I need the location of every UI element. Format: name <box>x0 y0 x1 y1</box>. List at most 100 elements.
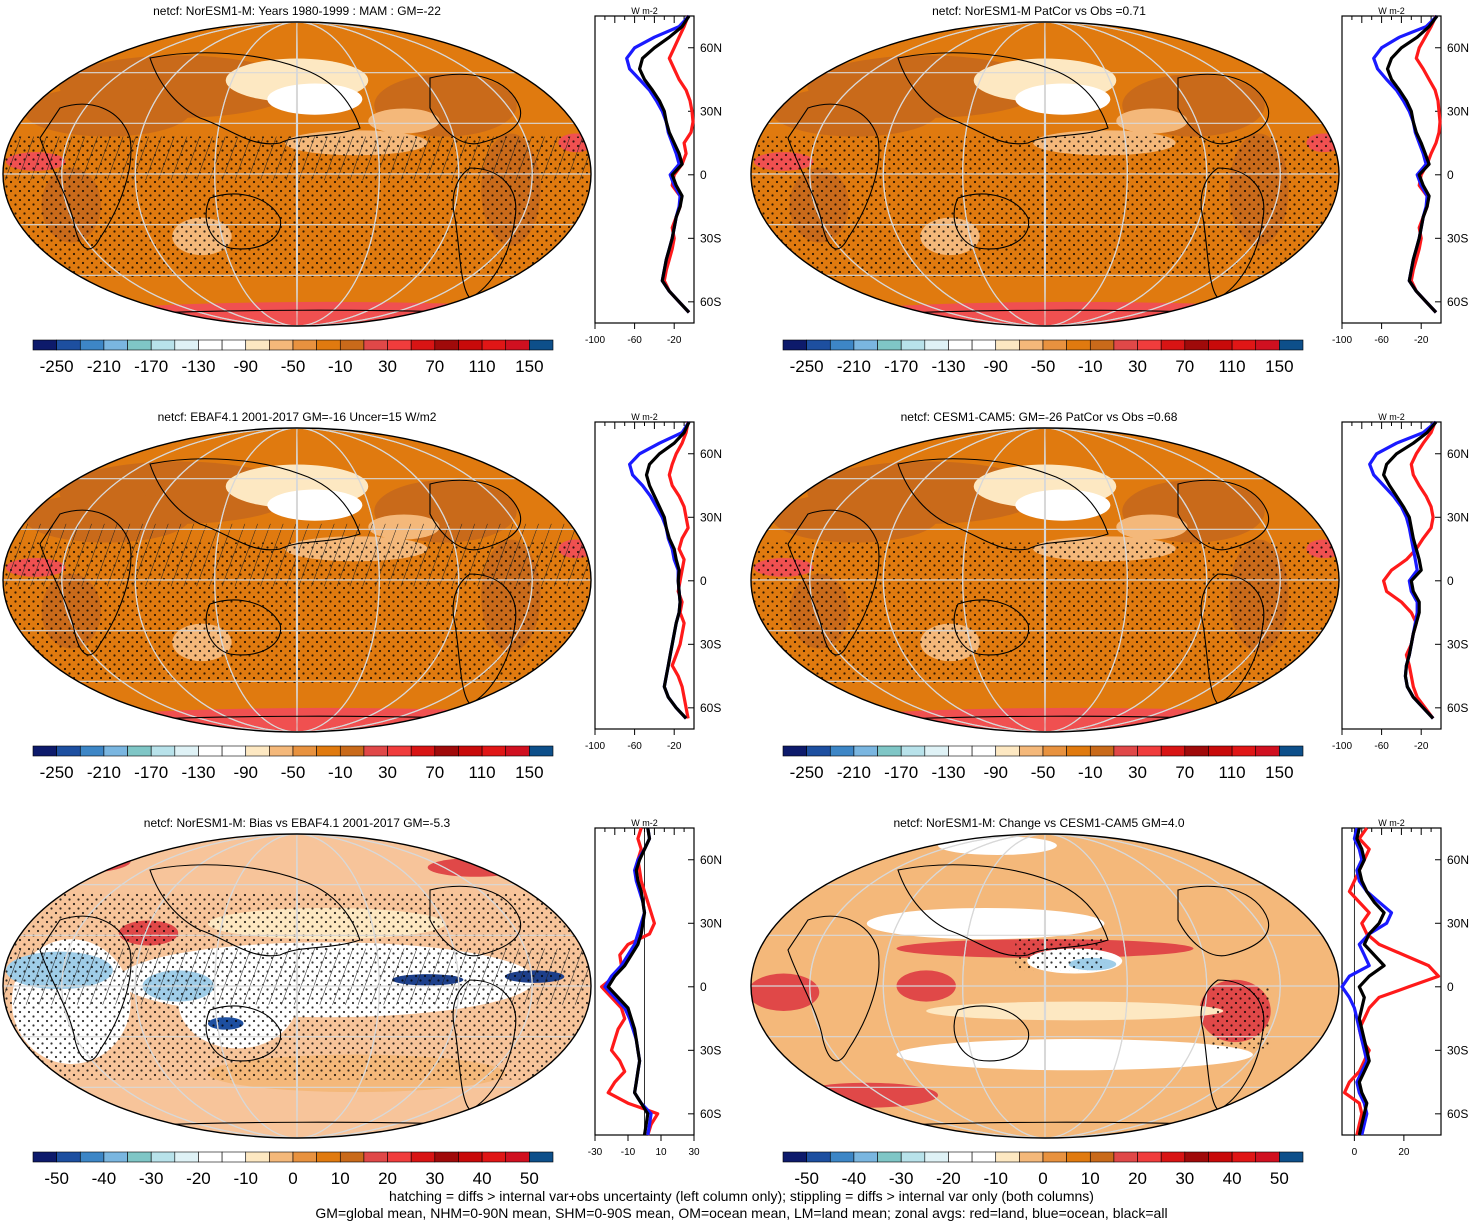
colorbar-swatch <box>806 339 831 351</box>
zonal-series-all <box>1385 15 1439 314</box>
zonal-lat-label: 30N <box>1447 104 1469 118</box>
colorbar-tick-label: -130 <box>181 357 215 376</box>
colorbar: -250 -210 -170 -130 -90 -50 -10 30 70 110 150 <box>782 339 1304 376</box>
colorbar-swatch <box>853 1151 878 1163</box>
colorbar-swatch <box>1231 745 1257 757</box>
colorbar-tick-label: 50 <box>1270 1169 1289 1188</box>
colorbar-swatch <box>174 745 199 757</box>
colorbar-swatch <box>1113 339 1138 351</box>
colorbar-swatch <box>900 745 926 757</box>
colorbar-swatch <box>1184 745 1209 757</box>
panel-2: netcf: EBAF4.1 2001-2017 GM=-16 Uncer=15… <box>0 406 741 806</box>
colorbar-swatch <box>363 339 388 351</box>
zonal-x-label: -20 <box>1414 741 1429 752</box>
colorbar-swatch <box>1208 339 1233 351</box>
panel-3: netcf: CESM1-CAM5: GM=-26 PatCor vs Obs … <box>742 406 1483 806</box>
colorbar-tick-label: -170 <box>134 763 168 782</box>
colorbar-tick-label: 30 <box>1128 357 1147 376</box>
global-map <box>750 427 1340 733</box>
colorbar-swatch <box>1066 745 1091 757</box>
colorbar-swatch <box>1279 745 1304 757</box>
colorbar-swatch <box>877 1151 902 1163</box>
colorbar-swatch <box>387 339 412 351</box>
colorbar-swatch <box>806 745 831 757</box>
colorbar-swatch <box>410 339 436 351</box>
colorbar-tick-label: -50 <box>44 1169 69 1188</box>
colorbar-tick-label: -30 <box>139 1169 164 1188</box>
coastline-path <box>897 458 1109 551</box>
colorbar-swatch <box>221 339 247 351</box>
coastline-path <box>205 1005 282 1062</box>
map-field-region <box>926 1001 1224 1021</box>
colorbar-swatch <box>221 745 247 757</box>
longitude-line <box>134 22 460 326</box>
map-field-region <box>795 1082 939 1108</box>
colorbar-swatch <box>434 1151 459 1163</box>
coastline-path <box>39 915 132 1062</box>
longitude-line <box>214 428 380 732</box>
colorbar-swatch <box>269 745 294 757</box>
colorbar-swatch <box>103 1151 128 1163</box>
colorbar-tick-label: -250 <box>40 763 74 782</box>
colorbar-swatch <box>1160 339 1186 351</box>
panel-title: netcf: NorESM1-M: Change vs CESM1-CAM5 G… <box>893 816 1185 830</box>
colorbar-tick-label: 40 <box>1223 1169 1242 1188</box>
panel-title: netcf: NorESM1-M PatCor vs Obs =0.71 <box>932 4 1146 18</box>
colorbar-swatch <box>174 339 199 351</box>
map-outline <box>2 21 592 327</box>
coastline-path <box>429 885 522 957</box>
colorbar-swatch <box>995 745 1020 757</box>
colorbar-swatch <box>1231 1151 1257 1163</box>
colorbar-swatch <box>434 339 459 351</box>
zonal-lat-label: 60S <box>700 1107 721 1121</box>
zonal-series-land <box>1381 421 1437 720</box>
colorbar-swatch <box>1208 745 1233 757</box>
colorbar-swatch <box>56 339 81 351</box>
colorbar-swatch <box>853 745 878 757</box>
colorbar-swatch <box>32 1151 57 1163</box>
zonal-lat-label: 60N <box>1447 853 1469 867</box>
longitude-line <box>809 22 1281 326</box>
colorbar-tick-label: 20 <box>1128 1169 1147 1188</box>
coastline-path <box>39 103 132 250</box>
colorbar-swatch <box>1042 1151 1067 1163</box>
zonal-lat-label: 30N <box>700 104 722 118</box>
colorbar-tick-label: -10 <box>328 357 353 376</box>
colorbar-swatch <box>79 745 105 757</box>
colorbar-swatch <box>56 1151 81 1163</box>
colorbar-swatch <box>79 339 105 351</box>
colorbar-swatch <box>1113 1151 1138 1163</box>
longitude-line <box>61 22 533 326</box>
zonal-lat-label: 0 <box>700 574 707 588</box>
map-field-region <box>771 492 939 543</box>
colorbar-swatch <box>339 339 365 351</box>
colorbar-swatch <box>948 745 973 757</box>
colorbar-swatch <box>1231 339 1257 351</box>
colorbar-tick-label: 150 <box>515 763 543 782</box>
colorbar-tick-label: -50 <box>1031 357 1056 376</box>
colorbar-tick-label: 110 <box>469 763 496 782</box>
colorbar-tick-label: -10 <box>328 763 353 782</box>
zonal-average-plot: W m-2 60N 30N 0 30S 60S -100 -60 -20 <box>1332 412 1469 752</box>
footer-note-hatching: hatching = diffs > internal var+obs unce… <box>389 1188 1094 1204</box>
colorbar-swatch <box>458 1151 483 1163</box>
colorbar-swatch <box>481 339 507 351</box>
longitude-line <box>134 428 460 732</box>
colorbar-tick-label: 110 <box>1219 357 1246 376</box>
zonal-unit-label: W m-2 <box>631 412 658 422</box>
colorbar-swatch <box>339 1151 365 1163</box>
zonal-lat-label: 0 <box>1447 574 1454 588</box>
panel-title: netcf: EBAF4.1 2001-2017 GM=-16 Uncer=15… <box>157 410 437 424</box>
longitude-line <box>962 834 1128 1138</box>
map-field-region <box>23 86 191 137</box>
colorbar-tick-label: -20 <box>936 1169 961 1188</box>
colorbar-tick-label: -90 <box>233 357 258 376</box>
colorbar-tick-label: 10 <box>331 1169 350 1188</box>
longitude-line <box>61 834 533 1138</box>
longitude-line <box>295 428 299 732</box>
colorbar-tick-label: 150 <box>1265 357 1293 376</box>
colorbar-tick-label: -210 <box>837 763 871 782</box>
colorbar-swatch <box>529 1151 554 1163</box>
map-field-region <box>368 108 440 134</box>
colorbar-swatch <box>1255 339 1280 351</box>
